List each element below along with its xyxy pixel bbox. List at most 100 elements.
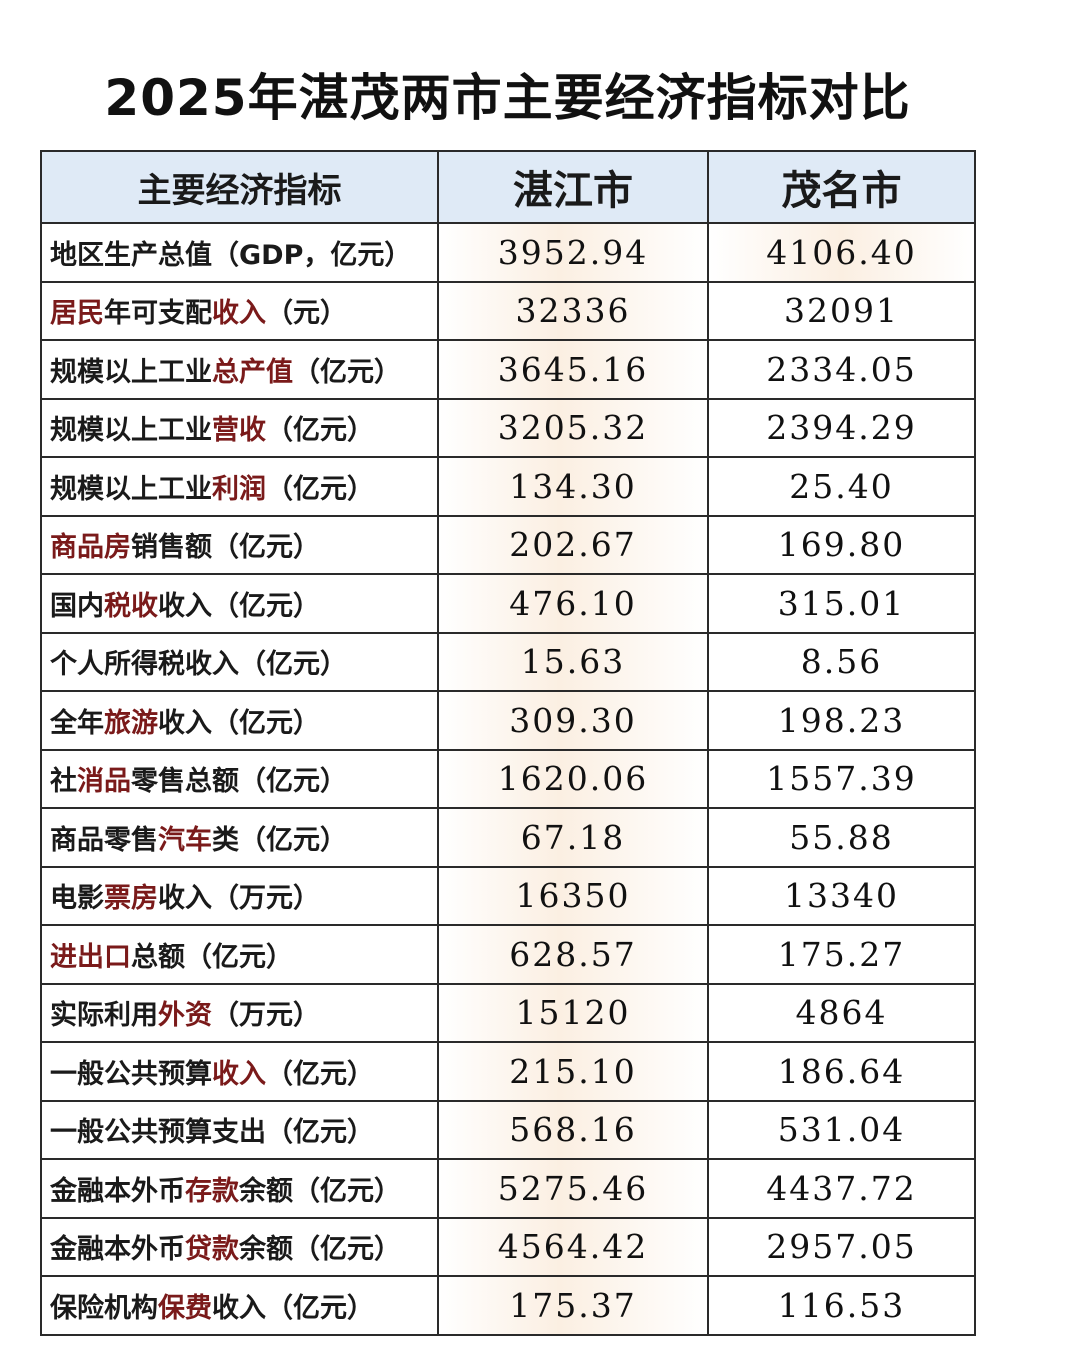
value-cell: 628.57 (437, 924, 709, 985)
value-cell: 3952.94 (437, 222, 709, 283)
indicator-cell: 全年旅游收入（亿元） (40, 690, 439, 751)
value-cell: 2394.29 (707, 397, 976, 458)
value-cell: 4106.40 (707, 222, 976, 283)
label-text: 一般公共预算 (50, 1058, 212, 1090)
table-row: 规模以上工业营收（亿元） 3205.32 2394.29 (40, 397, 976, 458)
value-cell: 4564.42 (437, 1216, 709, 1277)
highlighted-text: 利润 (212, 473, 266, 505)
label-text: 规模以上工业 (50, 415, 212, 447)
column-header: 湛江市 (437, 150, 709, 224)
label-text: （亿元） (266, 1058, 374, 1090)
value-cell: 32091 (707, 280, 976, 341)
label-text: 地区生产总值（GDP，亿元） (50, 239, 412, 271)
label-text: 收入（亿元） (158, 707, 320, 739)
label-text: 个人所得税收入（亿元） (50, 649, 347, 681)
table-body: 地区生产总值（GDP，亿元） 3952.94 4106.40 居民年可支配收入（元） 3… (40, 222, 976, 1336)
label-text: 规模以上工业 (50, 356, 212, 388)
table-row: 保险机构保费收入（亿元） 175.37 116.53 (40, 1275, 976, 1336)
highlighted-text: 税收 (104, 590, 158, 622)
highlighted-text: 贷款 (185, 1234, 239, 1266)
table-row: 规模以上工业利润（亿元） 134.30 25.40 (40, 456, 976, 517)
indicator-cell: 个人所得税收入（亿元） (40, 631, 439, 692)
table-row: 金融本外币存款余额（亿元） 5275.46 4437.72 (40, 1158, 976, 1219)
label-text: 全年 (50, 707, 104, 739)
table-row: 社消品零售总额（亿元） 1620.06 1557.39 (40, 748, 976, 809)
table-row: 商品房销售额（亿元） 202.67 169.80 (40, 514, 976, 575)
indicator-cell: 居民年可支配收入（元） (40, 280, 439, 341)
indicator-cell: 一般公共预算支出（亿元） (40, 1099, 439, 1160)
label-text: 商品零售 (50, 824, 158, 856)
table-row: 一般公共预算收入（亿元） 215.10 186.64 (40, 1041, 976, 1102)
value-cell: 15.63 (437, 631, 709, 692)
label-text: 实际利用 (50, 1000, 158, 1032)
indicator-cell: 进出口总额（亿元） (40, 924, 439, 985)
label-text: 总额（亿元） (131, 941, 293, 973)
table-row: 一般公共预算支出（亿元） 568.16 531.04 (40, 1099, 976, 1160)
value-cell: 315.01 (707, 573, 976, 634)
value-cell: 2334.05 (707, 339, 976, 400)
indicator-cell: 商品房销售额（亿元） (40, 514, 439, 575)
indicator-cell: 地区生产总值（GDP，亿元） (40, 222, 439, 283)
highlighted-text: 进出口 (50, 941, 131, 973)
table-row: 国内税收收入（亿元） 476.10 315.01 (40, 573, 976, 634)
value-cell: 198.23 (707, 690, 976, 751)
label-text: 电影 (50, 883, 104, 915)
table-row: 商品零售汽车类（亿元） 67.18 55.88 (40, 807, 976, 868)
label-text: 余额（亿元） (239, 1234, 401, 1266)
label-text: 规模以上工业 (50, 473, 212, 505)
label-text: 保险机构 (50, 1292, 158, 1324)
value-cell: 531.04 (707, 1099, 976, 1160)
header-row: 主要经济指标 湛江市 茂名市 (40, 150, 976, 224)
table-row: 居民年可支配收入（元） 32336 32091 (40, 280, 976, 341)
value-cell: 4864 (707, 982, 976, 1043)
value-cell: 13340 (707, 865, 976, 926)
table-row: 金融本外币贷款余额（亿元） 4564.42 2957.05 (40, 1216, 976, 1277)
value-cell: 116.53 (707, 1275, 976, 1336)
highlighted-text: 商品房 (50, 532, 131, 564)
column-header: 主要经济指标 (40, 150, 439, 224)
value-cell: 169.80 (707, 514, 976, 575)
label-text: （亿元） (266, 415, 374, 447)
label-text: 收入（万元） (158, 883, 320, 915)
highlighted-text: 消品 (77, 766, 131, 798)
value-cell: 8.56 (707, 631, 976, 692)
table-row: 实际利用外资（万元） 15120 4864 (40, 982, 976, 1043)
value-cell: 1557.39 (707, 748, 976, 809)
value-cell: 175.37 (437, 1275, 709, 1336)
indicator-cell: 一般公共预算收入（亿元） (40, 1041, 439, 1102)
label-text: 国内 (50, 590, 104, 622)
highlighted-text: 总产值 (212, 356, 293, 388)
indicator-cell: 规模以上工业利润（亿元） (40, 456, 439, 517)
label-text: （元） (266, 298, 347, 330)
label-text: 余额（亿元） (239, 1175, 401, 1207)
label-text: （亿元） (293, 356, 401, 388)
label-text: 收入（亿元） (158, 590, 320, 622)
value-cell: 175.27 (707, 924, 976, 985)
label-text: 零售总额（亿元） (131, 766, 347, 798)
highlighted-text: 票房 (104, 883, 158, 915)
table-row: 规模以上工业总产值（亿元） 3645.16 2334.05 (40, 339, 976, 400)
highlighted-text: 营收 (212, 415, 266, 447)
indicator-cell: 社消品零售总额（亿元） (40, 748, 439, 809)
label-text: 金融本外币 (50, 1175, 185, 1207)
value-cell: 1620.06 (437, 748, 709, 809)
value-cell: 67.18 (437, 807, 709, 868)
label-text: （万元） (212, 1000, 320, 1032)
value-cell: 55.88 (707, 807, 976, 868)
value-cell: 16350 (437, 865, 709, 926)
value-cell: 32336 (437, 280, 709, 341)
value-cell: 2957.05 (707, 1216, 976, 1277)
indicator-cell: 商品零售汽车类（亿元） (40, 807, 439, 868)
table-row: 地区生产总值（GDP，亿元） 3952.94 4106.40 (40, 222, 976, 283)
value-cell: 186.64 (707, 1041, 976, 1102)
label-text: （亿元） (266, 473, 374, 505)
indicator-cell: 电影票房收入（万元） (40, 865, 439, 926)
indicator-cell: 国内税收收入（亿元） (40, 573, 439, 634)
value-cell: 4437.72 (707, 1158, 976, 1219)
value-cell: 25.40 (707, 456, 976, 517)
value-cell: 3205.32 (437, 397, 709, 458)
label-text: 年可支配 (104, 298, 212, 330)
value-cell: 202.67 (437, 514, 709, 575)
label-text: 销售额（亿元） (131, 532, 320, 564)
